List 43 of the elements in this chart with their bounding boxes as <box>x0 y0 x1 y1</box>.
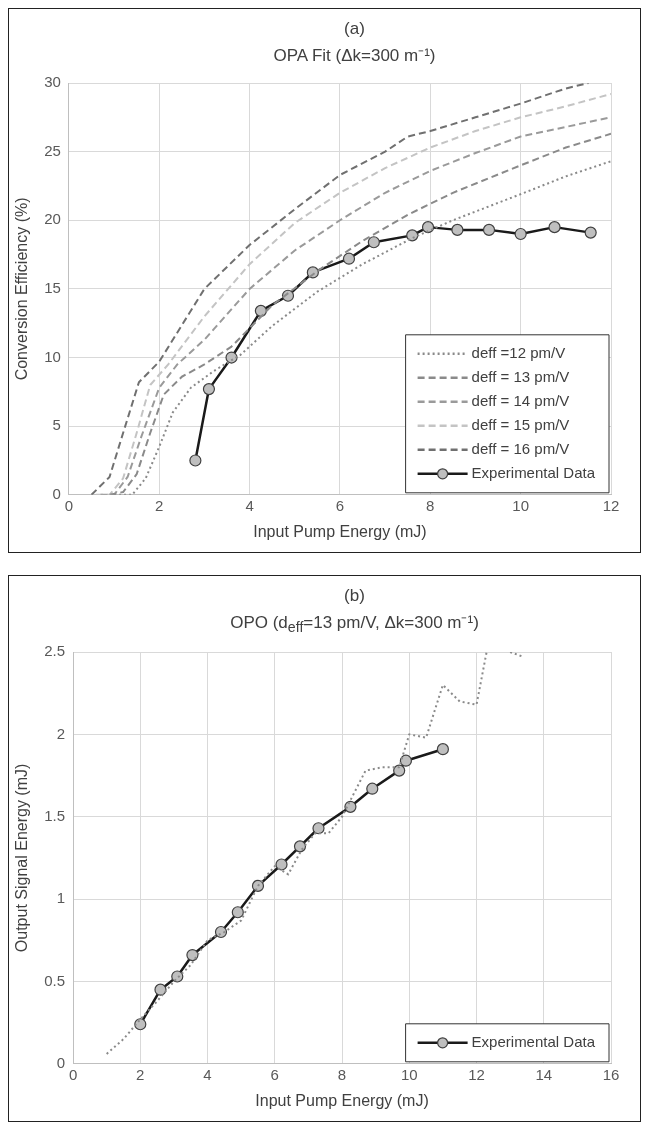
x-tick-label: 12 <box>602 496 620 514</box>
y-tick-label: 1.5 <box>44 807 66 825</box>
legend-label: Experimental Data <box>471 463 596 481</box>
legend-label: Experimental Data <box>471 1033 596 1051</box>
y-tick-label: 2 <box>56 724 66 742</box>
x-tick-label: 8 <box>426 496 435 514</box>
x-tick-label: 2 <box>155 496 164 514</box>
chart-title: (b) <box>343 586 366 606</box>
y-axis-title: Conversion Efficiency (%) <box>13 197 31 381</box>
x-tick-label: 2 <box>136 1066 145 1084</box>
x-axis-title: Input Pump Energy (mJ) <box>253 522 427 540</box>
x-tick-label: 10 <box>512 496 529 514</box>
y-tick-label: 25 <box>44 141 61 159</box>
y-tick-label: 0.5 <box>44 971 66 989</box>
legend-label: deff =12 pm/V <box>471 343 566 361</box>
y-tick-label: 1 <box>56 889 66 907</box>
x-tick-label: 14 <box>535 1066 553 1084</box>
legend-label: deff = 14 pm/V <box>471 391 570 409</box>
x-tick-label: 8 <box>337 1066 347 1084</box>
y-tick-label: 30 <box>44 73 61 91</box>
x-tick-label: 4 <box>203 1066 212 1084</box>
chart-subtitle: OPA Fit (Δk=300 m⁻¹) <box>272 45 437 66</box>
chart-subtitle: OPO (d$_{eff}$=13 pm/V, Δk=300 m⁻¹) <box>229 612 480 636</box>
y-tick-label: 20 <box>44 210 61 228</box>
legend-label: deff = 15 pm/V <box>471 415 570 433</box>
legend-label: deff = 16 pm/V <box>471 439 570 457</box>
x-tick-label: 0 <box>68 1066 78 1084</box>
y-tick-label: 0 <box>56 1054 66 1072</box>
chart-title: (a) <box>343 19 366 39</box>
y-tick-label: 2.5 <box>44 642 66 660</box>
x-axis-title: Input Pump Energy (mJ) <box>255 1092 429 1110</box>
x-tick-label: 16 <box>602 1066 620 1084</box>
x-tick-label: 6 <box>335 496 345 514</box>
y-axis-title: Output Signal Energy (mJ) <box>13 764 31 953</box>
x-tick-label: 12 <box>468 1066 485 1084</box>
y-tick-label: 10 <box>44 347 61 365</box>
x-tick-label: 4 <box>245 496 254 514</box>
y-tick-label: 5 <box>52 416 61 434</box>
legend-label: deff = 13 pm/V <box>471 367 570 385</box>
y-tick-label: 15 <box>44 279 61 297</box>
y-tick-label: 0 <box>52 484 61 502</box>
x-tick-label: 6 <box>270 1066 279 1084</box>
x-tick-label: 10 <box>400 1066 418 1084</box>
